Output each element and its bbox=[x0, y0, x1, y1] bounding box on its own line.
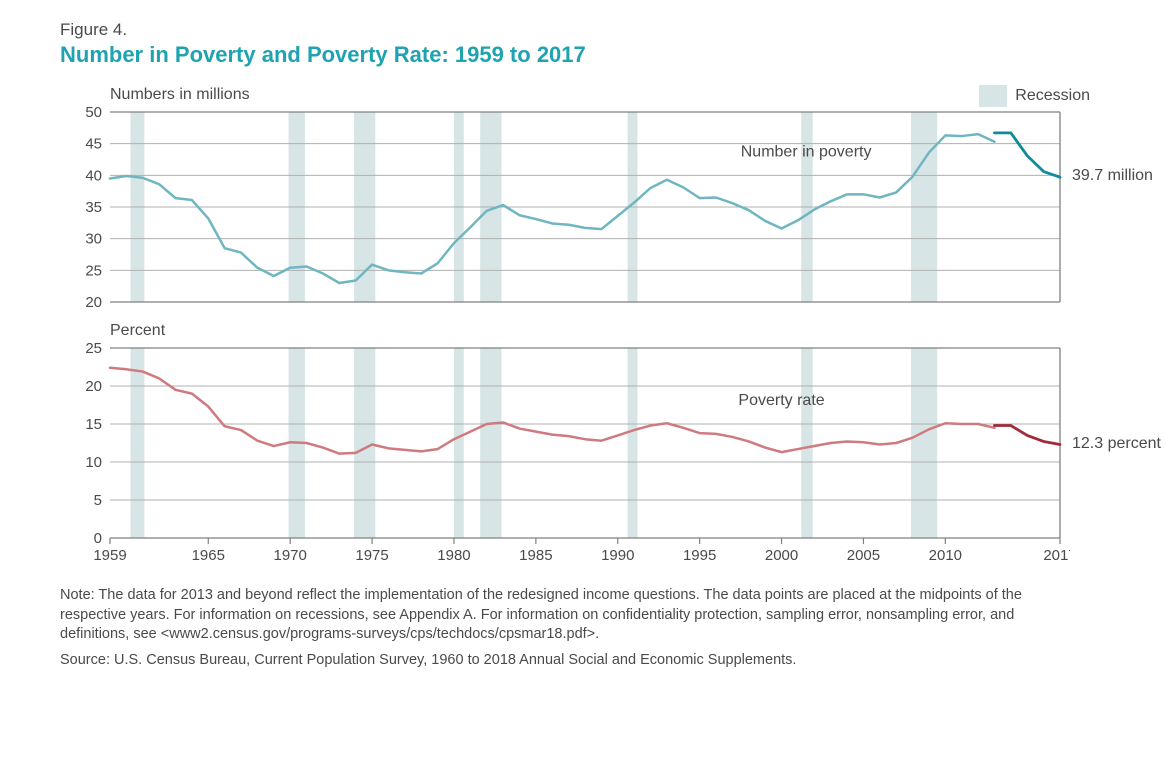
footnote-note: Note: The data for 2013 and beyond refle… bbox=[60, 586, 1080, 645]
svg-text:20: 20 bbox=[85, 294, 102, 308]
top-panel-title: Numbers in millions bbox=[110, 86, 1105, 104]
top-end-label: 39.7 million bbox=[1072, 167, 1153, 185]
svg-text:Poverty rate: Poverty rate bbox=[738, 392, 824, 409]
top-chart-svg: 20 25 30 35 40 45 50 Number in poverty bbox=[60, 106, 1070, 308]
svg-text:0: 0 bbox=[94, 530, 102, 547]
svg-text:30: 30 bbox=[85, 231, 102, 248]
svg-text:2000: 2000 bbox=[765, 547, 798, 564]
svg-text:50: 50 bbox=[85, 106, 102, 121]
svg-text:1990: 1990 bbox=[601, 547, 634, 564]
figure-container: Figure 4. Number in Poverty and Poverty … bbox=[0, 0, 1165, 778]
svg-text:1959: 1959 bbox=[93, 547, 126, 564]
svg-text:1975: 1975 bbox=[355, 547, 388, 564]
svg-text:35: 35 bbox=[85, 199, 102, 216]
footnote-source: Source: U.S. Census Bureau, Current Popu… bbox=[60, 651, 1080, 671]
svg-text:1965: 1965 bbox=[192, 547, 225, 564]
svg-text:2005: 2005 bbox=[847, 547, 880, 564]
bottom-chart-svg: 0 5 10 15 20 25 1959 1965 1970 1975 1980 1985 1990 19… bbox=[60, 342, 1070, 568]
svg-text:1985: 1985 bbox=[519, 547, 552, 564]
svg-text:5: 5 bbox=[94, 492, 102, 509]
svg-text:10: 10 bbox=[85, 454, 102, 471]
svg-text:1980: 1980 bbox=[437, 547, 470, 564]
svg-text:40: 40 bbox=[85, 167, 102, 184]
svg-text:15: 15 bbox=[85, 416, 102, 433]
recession-legend-label: Recession bbox=[1015, 87, 1090, 105]
top-chart: 20253035404550Number in poverty 39.7 mil… bbox=[60, 106, 1105, 308]
recession-swatch-icon bbox=[979, 85, 1007, 107]
svg-text:Number in poverty: Number in poverty bbox=[741, 143, 872, 160]
svg-text:1970: 1970 bbox=[273, 547, 306, 564]
figure-footnote: Note: The data for 2013 and beyond refle… bbox=[60, 586, 1080, 670]
svg-text:25: 25 bbox=[85, 262, 102, 279]
bottom-end-label: 12.3 percent bbox=[1072, 435, 1161, 453]
svg-text:2017: 2017 bbox=[1043, 547, 1070, 564]
bottom-chart: 0 5 10 15 20 25 1959 1965 1970 1975 1980 1985 1990 19… bbox=[60, 342, 1105, 568]
svg-text:25: 25 bbox=[85, 342, 102, 357]
bottom-panel-title: Percent bbox=[110, 322, 1105, 340]
svg-text:20: 20 bbox=[85, 378, 102, 395]
svg-text:1995: 1995 bbox=[683, 547, 716, 564]
svg-text:45: 45 bbox=[85, 136, 102, 153]
recession-legend: Recession bbox=[979, 85, 1090, 107]
figure-title: Number in Poverty and Poverty Rate: 1959… bbox=[60, 42, 1105, 68]
figure-kicker: Figure 4. bbox=[60, 20, 1105, 40]
svg-text:2010: 2010 bbox=[929, 547, 962, 564]
